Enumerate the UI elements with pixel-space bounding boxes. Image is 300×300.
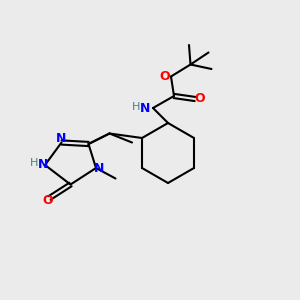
- Text: O: O: [194, 92, 205, 106]
- Text: H: H: [30, 158, 39, 169]
- Text: N: N: [94, 161, 104, 175]
- Text: N: N: [56, 131, 67, 145]
- Text: O: O: [160, 70, 170, 83]
- Text: N: N: [38, 158, 49, 172]
- Text: H: H: [132, 101, 141, 112]
- Text: N: N: [140, 101, 151, 115]
- Text: O: O: [43, 194, 53, 208]
